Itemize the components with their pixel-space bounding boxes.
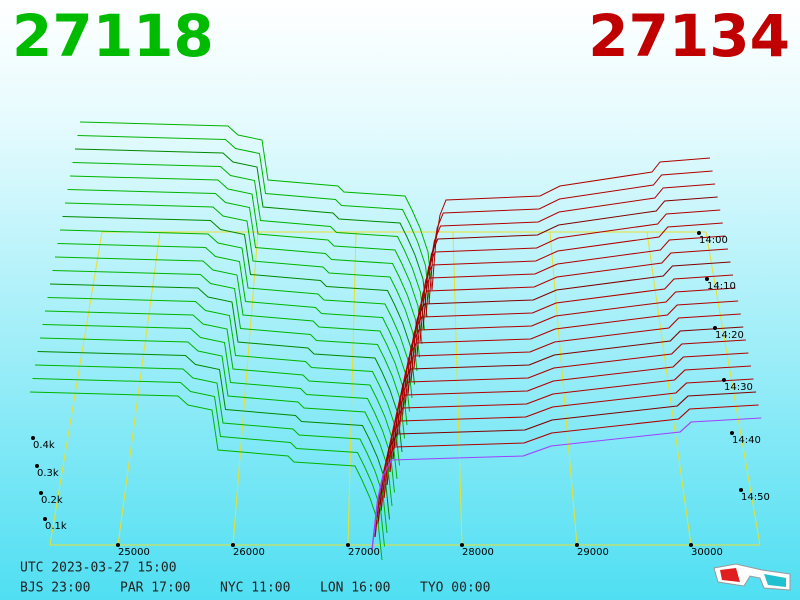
depth-label: 0.3k bbox=[37, 468, 59, 479]
utc-time: UTC 2023-03-27 15:00 bbox=[20, 561, 177, 576]
time-label: 14:00 bbox=[699, 235, 728, 246]
time-label: 14:10 bbox=[707, 281, 736, 292]
zone-time: TYO 00:00 bbox=[420, 581, 490, 596]
floor-grid bbox=[49, 231, 761, 546]
price-label: 30000 bbox=[691, 547, 723, 558]
depth-label: 0.1k bbox=[45, 521, 67, 532]
time-label: 14:30 bbox=[724, 382, 753, 393]
zone-time: NYC 11:00 bbox=[220, 581, 290, 596]
price-axis: 25000 26000 27000 28000 29000 30000 bbox=[116, 543, 723, 558]
time-label: 14:50 bbox=[741, 492, 770, 503]
depth-label: 0.2k bbox=[41, 495, 63, 506]
depth-axis: 0.1k 0.2k 0.3k 0.4k bbox=[31, 436, 67, 532]
price-label: 27000 bbox=[348, 547, 380, 558]
zone-time: LON 16:00 bbox=[320, 581, 390, 596]
depth-label: 0.4k bbox=[33, 440, 55, 451]
price-label: 29000 bbox=[577, 547, 609, 558]
price-label: 26000 bbox=[233, 547, 265, 558]
time-label: 14:40 bbox=[732, 435, 761, 446]
price-label: 25000 bbox=[118, 547, 150, 558]
zone-time: BJS 23:00 bbox=[20, 581, 90, 596]
ask-price: 27134 bbox=[588, 2, 790, 70]
time-axis: 14:00 14:10 14:20 14:30 14:40 14:50 bbox=[697, 231, 770, 503]
time-label: 14:20 bbox=[715, 330, 744, 341]
bid-price: 27118 bbox=[12, 2, 214, 70]
3d-glasses-button[interactable] bbox=[713, 563, 791, 591]
price-label: 28000 bbox=[462, 547, 494, 558]
zone-time: PAR 17:00 bbox=[120, 581, 190, 596]
